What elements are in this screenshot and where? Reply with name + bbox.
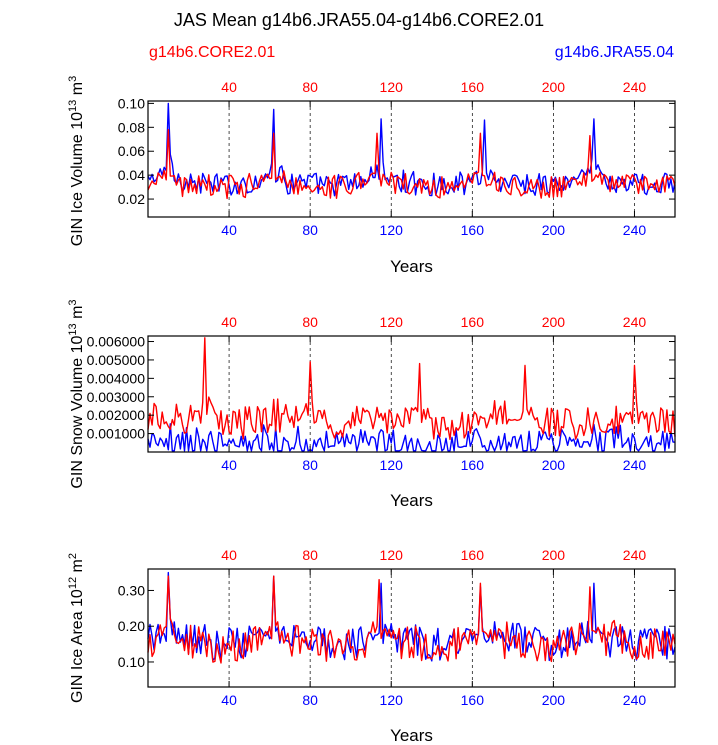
y-axis-title-part: 3 <box>67 299 79 305</box>
x-tick-label-bottom: 240 <box>623 222 647 238</box>
x-tick-label-top: 80 <box>302 547 318 563</box>
panel-3: 0.10 0.20 0.30 40 40 80 80 120 120 160 160 200 200 24… <box>67 547 676 745</box>
y-tick-label: 0.06 <box>118 143 145 159</box>
y-tick-label: 0.001000 <box>87 426 146 442</box>
x-tick-label-bottom: 160 <box>461 457 485 473</box>
x-tick-label-bottom: 80 <box>302 692 318 708</box>
y-axis-title-part: 2 <box>67 553 79 559</box>
y-axis-title: GIN Ice Area 1012 m2 <box>67 553 86 703</box>
x-tick-label-bottom: 240 <box>623 692 647 708</box>
y-tick-label: 0.04 <box>118 167 145 183</box>
x-tick-label-top: 120 <box>380 547 404 563</box>
y-tick-label: 0.003000 <box>87 389 146 405</box>
x-tick-label-bottom: 40 <box>221 692 237 708</box>
x-tick-label-bottom: 120 <box>380 222 404 238</box>
x-tick-label-bottom: 200 <box>542 692 566 708</box>
y-tick-label: 0.004000 <box>87 370 146 386</box>
x-tick-label-bottom: 240 <box>623 457 647 473</box>
x-tick-label-top: 120 <box>380 314 404 330</box>
y-axis-title-part: 13 <box>67 100 79 112</box>
y-tick-label: 0.002000 <box>87 407 146 423</box>
x-tick-label-top: 40 <box>221 79 237 95</box>
series-line-jra <box>147 571 676 662</box>
panel-2: 0.001000 0.002000 0.003000 0.004000 0.005000… <box>67 299 676 510</box>
y-tick-label: 0.006000 <box>87 334 146 350</box>
x-tick-label-bottom: 120 <box>380 457 404 473</box>
legend-core: g14b6.CORE2.01 <box>149 44 275 61</box>
figure-title: JAS Mean g14b6.JRA55.04-g14b6.CORE2.01 <box>174 10 544 30</box>
x-tick-label-top: 200 <box>542 314 566 330</box>
x-tick-label-top: 40 <box>221 314 237 330</box>
y-axis-title: GIN Ice Volume 1013 m3 <box>67 76 86 246</box>
x-tick-label-bottom: 40 <box>221 222 237 238</box>
panels: 0.02 0.04 0.06 0.08 0.10 40 40 80 80 120 120 160 160… <box>67 76 676 745</box>
series-line-jra <box>147 102 676 197</box>
x-tick-label-top: 80 <box>302 314 318 330</box>
y-axis-title-part: 3 <box>67 76 79 82</box>
y-tick-label: 0.10 <box>118 654 145 670</box>
x-tick-label-top: 120 <box>380 79 404 95</box>
plot-frame <box>147 568 676 688</box>
panel-1: 0.02 0.04 0.06 0.08 0.10 40 40 80 80 120 120 160 160… <box>67 76 676 276</box>
x-tick-label-top: 200 <box>542 547 566 563</box>
x-tick-label-bottom: 120 <box>380 692 404 708</box>
x-tick-label-bottom: 200 <box>542 222 566 238</box>
y-axis-title: GIN Snow Volume 1013 m3 <box>67 299 86 488</box>
x-tick-label-top: 160 <box>461 79 485 95</box>
y-axis-title-part: m <box>69 82 86 100</box>
legend-jra: g14b6.JRA55.04 <box>555 44 674 61</box>
y-tick-label: 0.08 <box>118 119 145 135</box>
x-tick-label-top: 160 <box>461 547 485 563</box>
x-tick-label-top: 240 <box>623 314 647 330</box>
x-tick-label-top: 40 <box>221 547 237 563</box>
series-line-core <box>147 575 676 664</box>
y-tick-label: 0.005000 <box>87 352 146 368</box>
x-axis-title: Years <box>390 491 433 510</box>
y-tick-label: 0.20 <box>118 618 145 634</box>
y-tick-label: 0.02 <box>118 191 145 207</box>
x-tick-label-top: 80 <box>302 79 318 95</box>
x-tick-label-bottom: 160 <box>461 692 485 708</box>
plot-frame <box>147 335 676 453</box>
plot-frame <box>147 100 676 218</box>
x-tick-label-top: 160 <box>461 314 485 330</box>
y-axis-title-part: GIN Ice Area 10 <box>69 589 86 703</box>
x-tick-label-bottom: 160 <box>461 222 485 238</box>
y-tick-label: 0.30 <box>118 582 145 598</box>
y-axis-title-part: 13 <box>67 323 79 335</box>
x-tick-label-top: 200 <box>542 79 566 95</box>
y-axis-title-part: 12 <box>67 577 79 589</box>
y-axis-title-part: m <box>69 559 86 577</box>
x-axis-title: Years <box>390 726 433 745</box>
x-tick-label-bottom: 80 <box>302 457 318 473</box>
series-line-core <box>147 129 676 200</box>
y-axis-title-part: GIN Snow Volume 10 <box>69 335 86 488</box>
x-tick-label-bottom: 40 <box>221 457 237 473</box>
x-tick-label-top: 240 <box>623 547 647 563</box>
y-axis-title-part: GIN Ice Volume 10 <box>69 112 86 246</box>
series-line-jra <box>147 423 676 452</box>
y-axis-title-part: m <box>69 306 86 324</box>
x-tick-label-bottom: 80 <box>302 222 318 238</box>
series-line-core <box>147 337 676 441</box>
x-tick-label-bottom: 200 <box>542 457 566 473</box>
x-axis-title: Years <box>390 257 433 276</box>
x-tick-label-top: 240 <box>623 79 647 95</box>
y-tick-label: 0.10 <box>118 95 145 111</box>
